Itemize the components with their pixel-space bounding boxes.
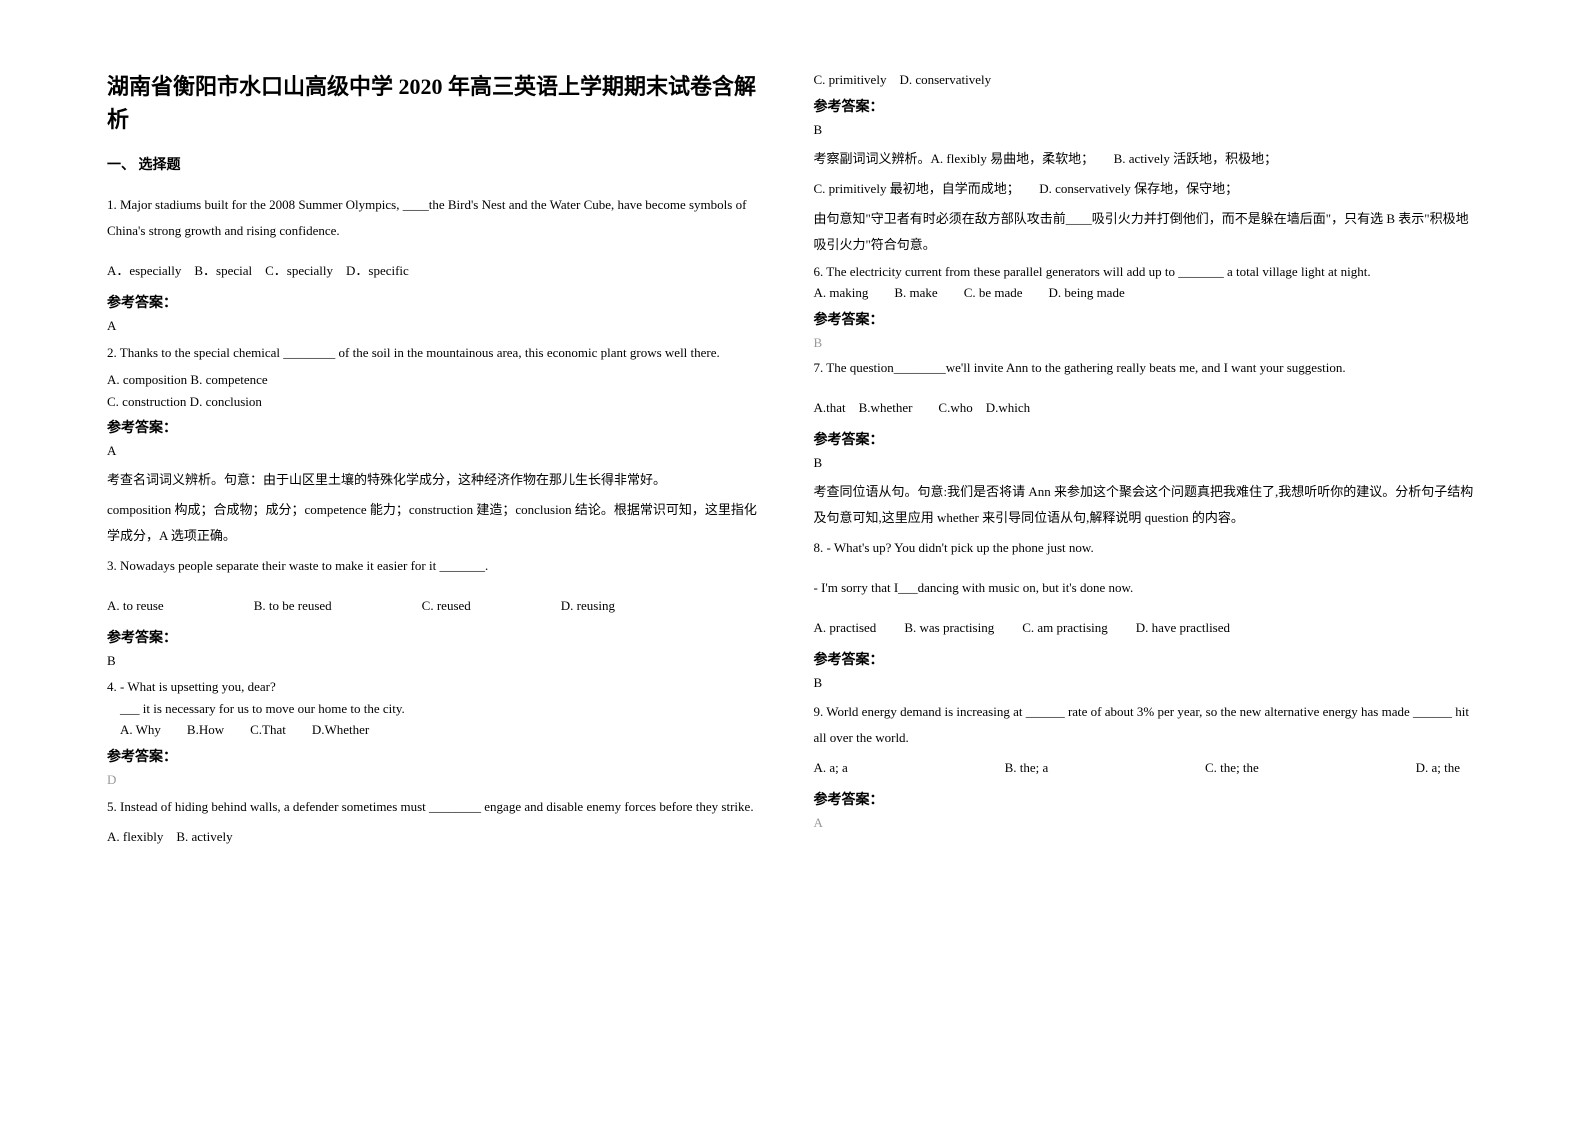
document-title: 湖南省衡阳市水口山高级中学 2020 年高三英语上学期期末试卷含解析 — [107, 70, 764, 136]
q1-answer-label: 参考答案： — [107, 292, 764, 312]
q8-line2: - I'm sorry that I___dancing with music … — [814, 575, 1481, 601]
q5-options-ab: A. flexibly B. actively — [107, 824, 764, 850]
q2-options-cd: C. construction D. conclusion — [107, 392, 764, 412]
q1-options: A．especially B．special C．specially D．spe… — [107, 258, 764, 284]
q9-opt-c: C. the; the — [1205, 755, 1259, 781]
q3-text: 3. Nowadays people separate their waste … — [107, 553, 764, 579]
q2-answer-label: 参考答案： — [107, 417, 764, 437]
q3-answer: B — [107, 653, 764, 669]
right-column: C. primitively D. conservatively 参考答案： B… — [794, 70, 1493, 1072]
q4-answer-label: 参考答案： — [107, 746, 764, 766]
q6-answer-label: 参考答案： — [814, 309, 1481, 329]
q1-text: 1. Major stadiums built for the 2008 Sum… — [107, 192, 764, 244]
q1-answer: A — [107, 318, 764, 334]
q5-options-cd: C. primitively D. conservatively — [814, 70, 1481, 90]
q9-options: A. a; a B. the; a C. the; the D. a; the — [814, 755, 1481, 781]
q5-text: 5. Instead of hiding behind walls, a def… — [107, 794, 764, 820]
q2-text: 2. Thanks to the special chemical ______… — [107, 340, 764, 366]
q9-answer-label: 参考答案： — [814, 789, 1481, 809]
q7-text: 7. The question________we'll invite Ann … — [814, 355, 1481, 381]
q2-answer: A — [107, 443, 764, 459]
q6-answer: B — [814, 335, 1481, 351]
q5-answer: B — [814, 122, 1481, 138]
q7-explanation: 考查同位语从句。句意:我们是否将请 Ann 来参加这个聚会这个问题真把我难住了,… — [814, 479, 1481, 531]
q8-opt-a: A. practised — [814, 615, 877, 641]
q6-text: 6. The electricity current from these pa… — [814, 262, 1481, 282]
q7-answer: B — [814, 455, 1481, 471]
q5-explanation-3: 由句意知"守卫者有时必须在敌方部队攻击前____吸引火力并打倒他们，而不是躲在墙… — [814, 206, 1481, 258]
q8-opt-d: D. have practlised — [1136, 615, 1230, 641]
q4-options: A. Why B.How C.That D.Whether — [107, 720, 764, 740]
section-heading: 一、 选择题 — [107, 154, 764, 174]
q9-opt-b: B. the; a — [1005, 755, 1049, 781]
q9-answer: A — [814, 815, 1481, 831]
q8-line1: 8. - What's up? You didn't pick up the p… — [814, 535, 1481, 561]
q3-answer-label: 参考答案： — [107, 627, 764, 647]
q4-line2: ___ it is necessary for us to move our h… — [107, 699, 764, 719]
q2-explanation-1: 考查名词词义辨析。句意：由于山区里土壤的特殊化学成分，这种经济作物在那儿生长得非… — [107, 467, 764, 493]
q9-opt-a: A. a; a — [814, 755, 848, 781]
q8-options: A. practised B. was practising C. am pra… — [814, 615, 1481, 641]
q7-answer-label: 参考答案： — [814, 429, 1481, 449]
q9-text: 9. World energy demand is increasing at … — [814, 699, 1481, 751]
q8-answer-label: 参考答案： — [814, 649, 1481, 669]
q8-opt-b: B. was practising — [904, 615, 994, 641]
left-column: 湖南省衡阳市水口山高级中学 2020 年高三英语上学期期末试卷含解析 一、 选择… — [95, 70, 794, 1072]
q3-opt-b: B. to be reused — [254, 593, 332, 619]
q8-answer: B — [814, 675, 1481, 691]
q3-options: A. to reuse B. to be reused C. reused D.… — [107, 593, 764, 619]
q4-line1: 4. - What is upsetting you, dear? — [107, 677, 764, 697]
q2-explanation-2: composition 构成；合成物；成分；competence 能力；cons… — [107, 497, 764, 549]
q3-opt-c: C. reused — [422, 593, 471, 619]
q6-options: A. making B. make C. be made D. being ma… — [814, 283, 1481, 303]
q4-answer: D — [107, 772, 764, 788]
q5-explanation-2: C. primitively 最初地，自学而成地； D. conservativ… — [814, 176, 1481, 202]
q5-explanation-1: 考察副词词义辨析。A. flexibly 易曲地，柔软地； B. activel… — [814, 146, 1481, 172]
q9-opt-d: D. a; the — [1416, 755, 1460, 781]
q2-options-ab: A. composition B. competence — [107, 370, 764, 390]
q7-options: A.that B.whether C.who D.which — [814, 395, 1481, 421]
q8-opt-c: C. am practising — [1022, 615, 1108, 641]
q5-answer-label: 参考答案： — [814, 96, 1481, 116]
q3-opt-a: A. to reuse — [107, 593, 164, 619]
q3-opt-d: D. reusing — [561, 593, 615, 619]
